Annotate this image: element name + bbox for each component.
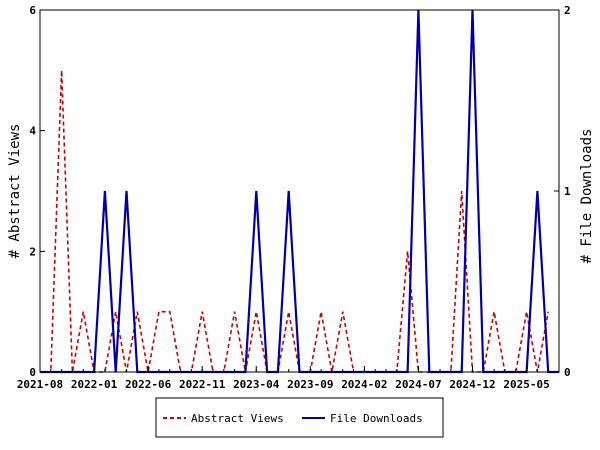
x-tick-label: 2022-06 <box>125 378 172 391</box>
x-tick-label: 2022-11 <box>179 378 226 391</box>
y-axis-right-title: # File Downloads <box>579 129 595 264</box>
legend: Abstract Views File Downloads <box>155 397 444 438</box>
y-left-tick-label: 0 <box>29 366 36 379</box>
y-axis-left-title: # Abstract Views <box>7 124 23 259</box>
y-right-tick-label: 2 <box>564 4 571 17</box>
x-tick-label: 2024-07 <box>395 378 441 391</box>
y-left-tick-label: 6 <box>29 4 36 17</box>
y-right-tick-label: 0 <box>564 366 571 379</box>
series-layer <box>40 9 559 374</box>
x-tick-label: 2021-08 <box>17 378 63 391</box>
x-tick-label: 2024-12 <box>449 378 495 391</box>
x-tick-label: 2023-09 <box>287 378 333 391</box>
y-left-tick-label: 4 <box>29 125 36 138</box>
y-left-tick-label: 2 <box>29 245 36 258</box>
x-tick-label: 2024-02 <box>341 378 387 391</box>
legend-box <box>155 397 444 438</box>
ticks-layer: 0 2 4 6 0 1 2 2021-08 2022-01 2022-06 2022-11 2023-… <box>17 4 571 391</box>
legend-label-file-downloads: File Downloads <box>330 412 423 425</box>
x-tick-label: 2023-04 <box>233 378 280 391</box>
series-line-abstract-views <box>40 70 549 373</box>
x-tick-label: 2022-01 <box>71 378 118 391</box>
legend-label-abstract-views: Abstract Views <box>191 412 284 425</box>
x-tick-label: 2025-05 <box>503 378 549 391</box>
y-right-tick-label: 1 <box>564 185 571 198</box>
series-line-file-downloads <box>40 9 559 374</box>
